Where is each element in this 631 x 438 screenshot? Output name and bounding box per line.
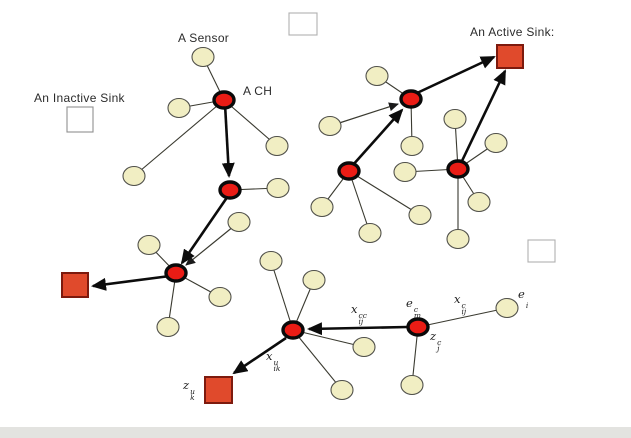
sensor-node — [302, 269, 326, 291]
transmission-arrow — [351, 108, 404, 167]
transmission-arrow — [459, 69, 507, 164]
sensor-link-line — [133, 99, 225, 177]
inactive-sink-square — [527, 239, 556, 263]
sensor-node — [400, 374, 424, 396]
sensor-node — [265, 135, 289, 157]
active-sink-square — [61, 272, 89, 298]
cluster-head-node — [399, 89, 423, 109]
sensor-node — [266, 177, 290, 199]
sensor-to-ch-arrow — [329, 102, 399, 127]
sensor-node — [400, 135, 424, 157]
sensor-node — [318, 115, 342, 137]
sensor-link-line — [348, 170, 371, 234]
sensor-node — [156, 316, 180, 338]
sensor-node — [208, 286, 232, 308]
sensor-node — [365, 65, 389, 87]
inactive-sink-square — [66, 106, 94, 133]
active-sink-square — [204, 376, 233, 404]
sensor-node — [495, 297, 519, 319]
sensor-node — [259, 250, 283, 272]
sensor-node — [352, 336, 376, 358]
transmission-arrow — [180, 195, 230, 265]
cluster-head-node — [212, 90, 236, 110]
active-sink-square — [496, 44, 524, 69]
inactive-sink-square — [288, 12, 318, 36]
transmission-arrow — [91, 274, 171, 291]
sensor-link-line — [348, 170, 421, 216]
sensor-to-ch-arrow — [185, 221, 240, 266]
sensor-link-line — [270, 260, 294, 331]
sensor-node — [122, 165, 146, 187]
transmission-arrow — [232, 336, 287, 375]
sensor-node — [393, 161, 417, 183]
cluster-head-node — [406, 317, 430, 337]
sensor-node — [467, 191, 491, 213]
sensor-link-line — [292, 329, 343, 391]
sensor-node — [446, 228, 470, 250]
sensor-node — [330, 379, 354, 401]
transmission-arrow — [221, 103, 235, 178]
cluster-head-node — [281, 320, 305, 340]
cluster-head-node — [218, 180, 242, 200]
sensor-link-line — [292, 329, 365, 348]
bottom-edge-bar — [0, 427, 631, 438]
transmission-arrow — [307, 322, 408, 336]
cluster-head-node — [164, 263, 188, 283]
sensor-node — [137, 234, 161, 256]
sensor-node — [408, 204, 432, 226]
cluster-head-node — [446, 159, 470, 179]
sensor-node — [310, 196, 334, 218]
transmission-arrow — [416, 55, 496, 95]
sensor-node — [167, 97, 191, 119]
sensor-node — [358, 222, 382, 244]
sensor-node — [227, 211, 251, 233]
sensor-node — [191, 46, 215, 68]
sensor-node — [484, 132, 508, 154]
sensor-node — [443, 108, 467, 130]
sensor-link-line — [223, 99, 278, 147]
cluster-head-node — [337, 161, 361, 181]
sensor-link-line — [417, 307, 508, 328]
